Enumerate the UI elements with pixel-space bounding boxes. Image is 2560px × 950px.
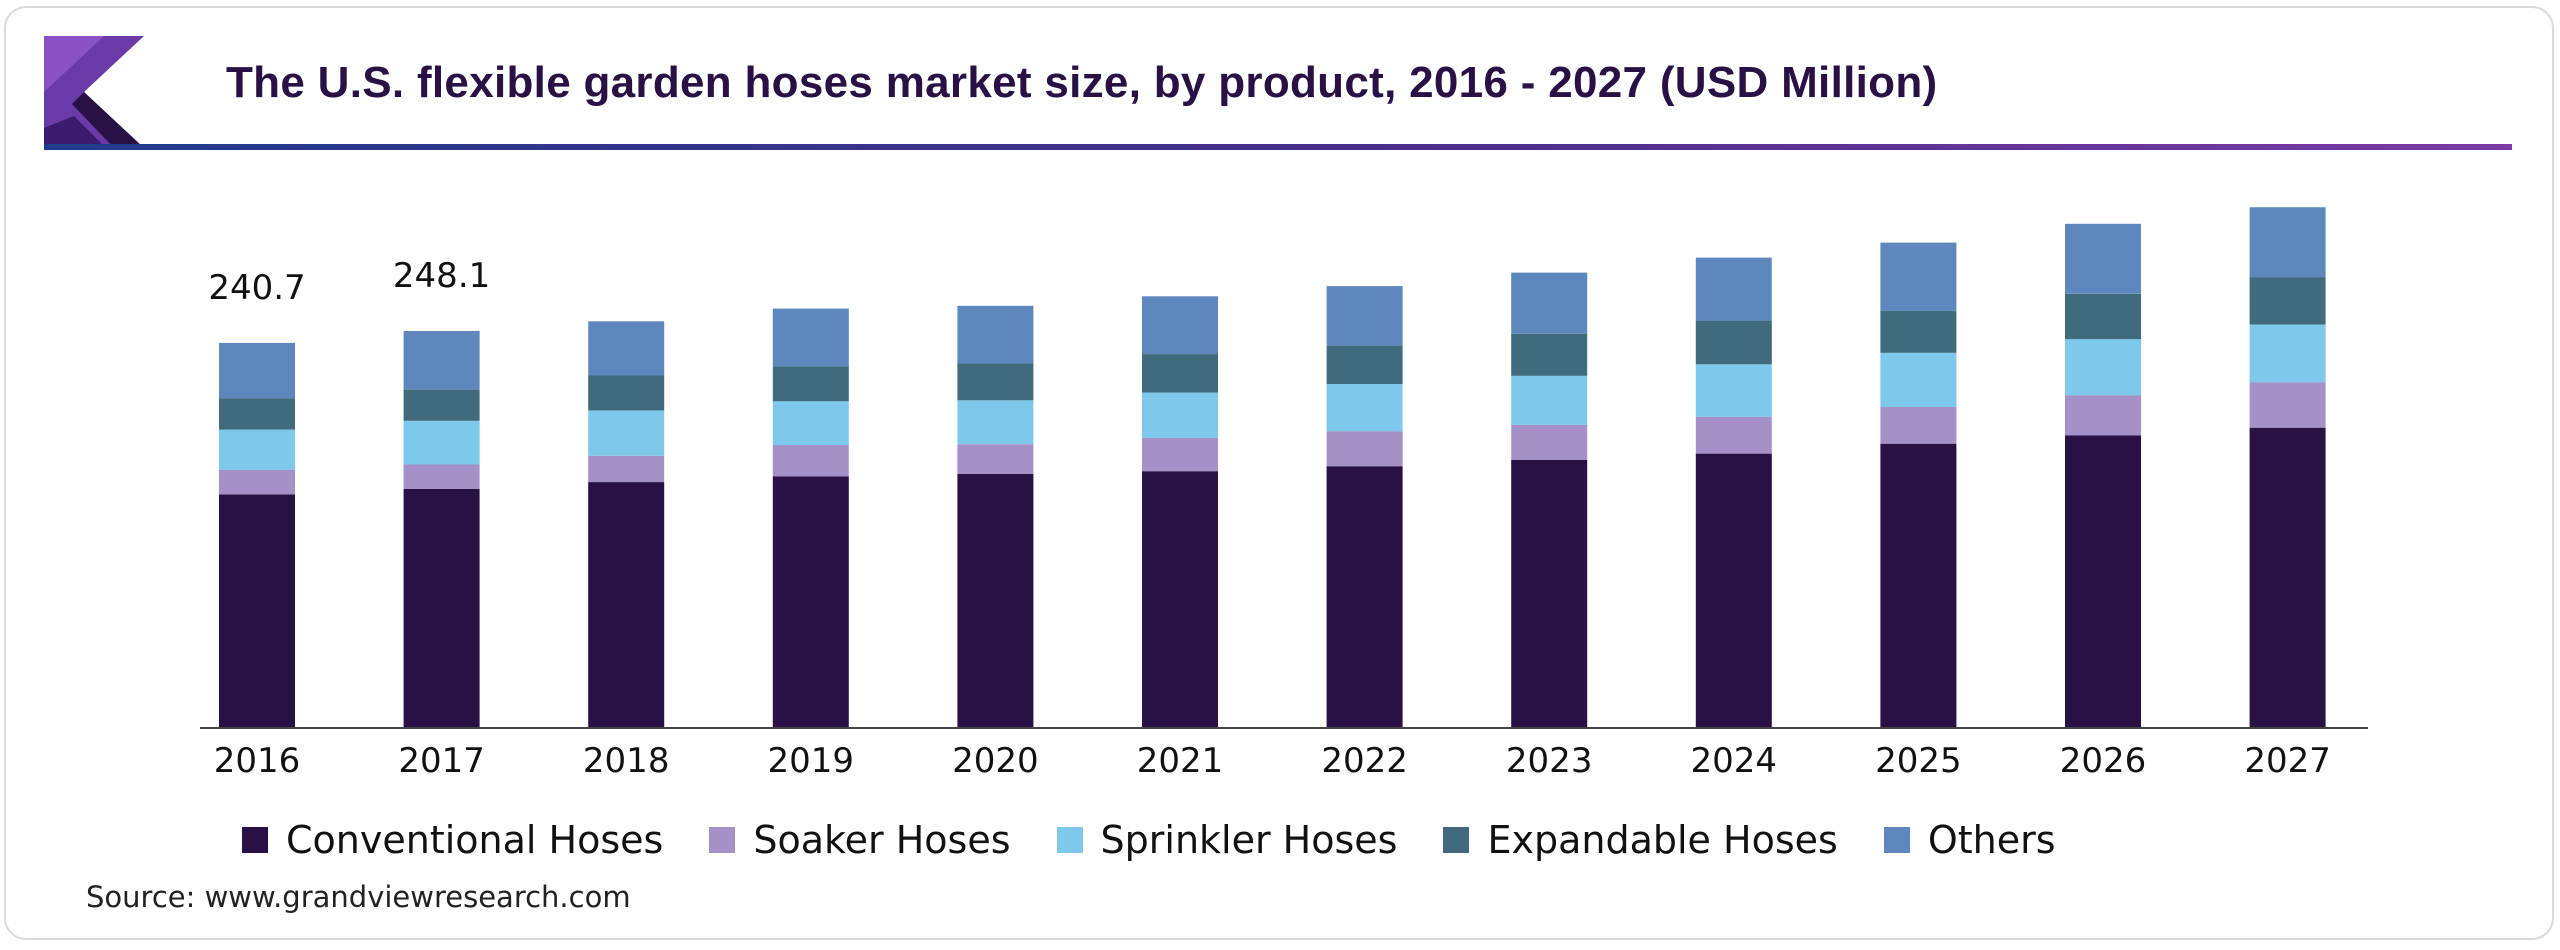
bar-segment-soaker-hoses-2021: [1142, 437, 1218, 472]
bar-segment-others-2020: [957, 305, 1034, 364]
bar-segment-sprinkler-hoses-2025: [1880, 352, 1957, 407]
legend-item-conventional-hoses: Conventional Hoses: [242, 818, 663, 862]
bar-segment-expandable-hoses-2025: [1880, 310, 1957, 353]
legend-label-conventional-hoses: Conventional Hoses: [286, 818, 664, 862]
source-note: Source: www.grandviewresearch.com: [86, 880, 631, 914]
x-tick-label-2017: 2017: [398, 741, 485, 781]
bar-segment-others-2021: [1142, 296, 1218, 355]
bar-segment-conventional-hoses-2025: [1880, 443, 1957, 728]
bar-segment-soaker-hoses-2018: [588, 455, 665, 482]
bar-segment-conventional-hoses-2023: [1511, 459, 1588, 728]
legend-item-sprinkler-hoses: Sprinkler Hoses: [1056, 818, 1398, 862]
bar-segment-sprinkler-hoses-2019: [772, 401, 849, 445]
chart-title: The U.S. flexible garden hoses market si…: [226, 58, 1938, 107]
bar-segment-soaker-hoses-2016: [219, 469, 295, 495]
bar-segment-conventional-hoses-2020: [957, 473, 1034, 728]
bar-segment-conventional-hoses-2027: [2249, 427, 2326, 728]
bar-segment-sprinkler-hoses-2018: [588, 410, 665, 456]
x-tick-label-2016: 2016: [214, 741, 301, 781]
legend-swatch-others: [1883, 827, 1910, 853]
bar-segment-conventional-hoses-2018: [588, 482, 665, 728]
bar-segment-soaker-hoses-2023: [1511, 424, 1588, 460]
x-tick-label-2027: 2027: [2244, 741, 2331, 781]
x-tick-label-2018: 2018: [583, 741, 670, 781]
x-tick-label-2025: 2025: [1875, 741, 1962, 781]
bar-segment-sprinkler-hoses-2027: [2249, 324, 2326, 383]
bar-segment-expandable-hoses-2022: [1326, 345, 1403, 384]
x-tick-label-2019: 2019: [768, 741, 855, 781]
bar-segment-others-2025: [1880, 242, 1957, 311]
x-tick-label-2024: 2024: [1691, 741, 1778, 781]
title-underline: [44, 144, 2512, 150]
x-tick-label-2023: 2023: [1506, 741, 1593, 781]
legend: Conventional Hoses Soaker Hoses Sprinkler …: [242, 818, 2102, 862]
bar-segment-others-2018: [588, 321, 665, 376]
bar-segment-soaker-hoses-2027: [2249, 382, 2326, 428]
x-tick-label-2026: 2026: [2060, 741, 2147, 781]
bar-segment-conventional-hoses-2017: [403, 489, 480, 728]
data-label-2017: 248.1: [393, 256, 490, 296]
bar-segment-conventional-hoses-2021: [1142, 471, 1218, 728]
bar-segment-sprinkler-hoses-2026: [2065, 339, 2141, 396]
bar-segment-sprinkler-hoses-2024: [1695, 364, 1772, 417]
bar-segment-expandable-hoses-2019: [772, 366, 849, 402]
bar-segment-sprinkler-hoses-2017: [403, 420, 480, 465]
legend-label-expandable-hoses: Expandable Hoses: [1487, 818, 1838, 862]
bars-group: [219, 207, 2326, 728]
bar-segment-expandable-hoses-2026: [2065, 293, 2141, 340]
bar-segment-conventional-hoses-2026: [2065, 435, 2141, 728]
bar-segment-soaker-hoses-2019: [772, 445, 849, 477]
bar-segment-soaker-hoses-2025: [1880, 407, 1957, 444]
bar-segment-expandable-hoses-2020: [957, 363, 1034, 401]
legend-swatch-soaker-hoses: [709, 827, 736, 853]
legend-label-soaker-hoses: Soaker Hoses: [753, 818, 1011, 862]
x-tick-label-2020: 2020: [952, 741, 1039, 781]
legend-item-expandable-hoses: Expandable Hoses: [1443, 818, 1838, 862]
bar-segment-soaker-hoses-2026: [2065, 395, 2141, 436]
legend-label-others: Others: [1927, 818, 2056, 862]
bar-segment-sprinkler-hoses-2023: [1511, 375, 1588, 425]
stacked-bar-chart: 2016 2017 2018 2019 2020 2021 2022 2023 2024 2025…: [200, 207, 2368, 781]
legend-item-others: Others: [1883, 818, 2056, 862]
bar-segment-sprinkler-hoses-2022: [1326, 384, 1403, 432]
bar-segment-others-2027: [2249, 207, 2326, 278]
bar-segment-expandable-hoses-2024: [1695, 320, 1772, 365]
bar-segment-soaker-hoses-2022: [1326, 431, 1403, 467]
bar-segment-soaker-hoses-2024: [1695, 416, 1772, 454]
data-labels: 240.7 248.1: [208, 256, 490, 308]
x-tick-labels: 2016 2017 2018 2019 2020 2021 2022 2023 2024 2025…: [214, 741, 2331, 781]
bar-segment-expandable-hoses-2018: [588, 375, 665, 411]
bar-segment-expandable-hoses-2016: [219, 398, 295, 430]
legend-label-sprinkler-hoses: Sprinkler Hoses: [1100, 818, 1398, 862]
bar-segment-others-2024: [1695, 257, 1772, 321]
bar-segment-expandable-hoses-2027: [2249, 277, 2326, 325]
bar-segment-expandable-hoses-2021: [1142, 354, 1218, 393]
legend-swatch-sprinkler-hoses: [1056, 827, 1083, 853]
bar-segment-expandable-hoses-2017: [403, 389, 480, 421]
bar-segment-others-2023: [1511, 272, 1588, 334]
x-tick-label-2022: 2022: [1321, 741, 1408, 781]
bar-segment-sprinkler-hoses-2021: [1142, 392, 1218, 438]
bar-segment-sprinkler-hoses-2016: [219, 429, 295, 470]
bar-segment-conventional-hoses-2016: [219, 494, 295, 728]
bar-segment-expandable-hoses-2023: [1511, 333, 1588, 376]
bar-segment-soaker-hoses-2020: [957, 444, 1034, 474]
bar-segment-conventional-hoses-2019: [772, 476, 849, 728]
grand-view-research-logo-icon: [44, 36, 144, 148]
bar-segment-others-2026: [2065, 223, 2141, 294]
bar-segment-sprinkler-hoses-2020: [957, 400, 1034, 445]
bar-segment-others-2016: [219, 342, 295, 399]
legend-item-soaker-hoses: Soaker Hoses: [709, 818, 1011, 862]
legend-swatch-conventional-hoses: [242, 827, 268, 853]
data-label-2016: 240.7: [208, 268, 305, 308]
bar-segment-others-2017: [403, 331, 480, 390]
legend-swatch-expandable-hoses: [1443, 827, 1470, 853]
bar-segment-others-2019: [772, 308, 849, 367]
bar-segment-soaker-hoses-2017: [403, 464, 480, 489]
x-tick-label-2021: 2021: [1137, 741, 1224, 781]
bar-segment-conventional-hoses-2022: [1326, 466, 1403, 728]
bar-segment-others-2022: [1326, 286, 1403, 346]
bar-segment-conventional-hoses-2024: [1695, 453, 1772, 728]
